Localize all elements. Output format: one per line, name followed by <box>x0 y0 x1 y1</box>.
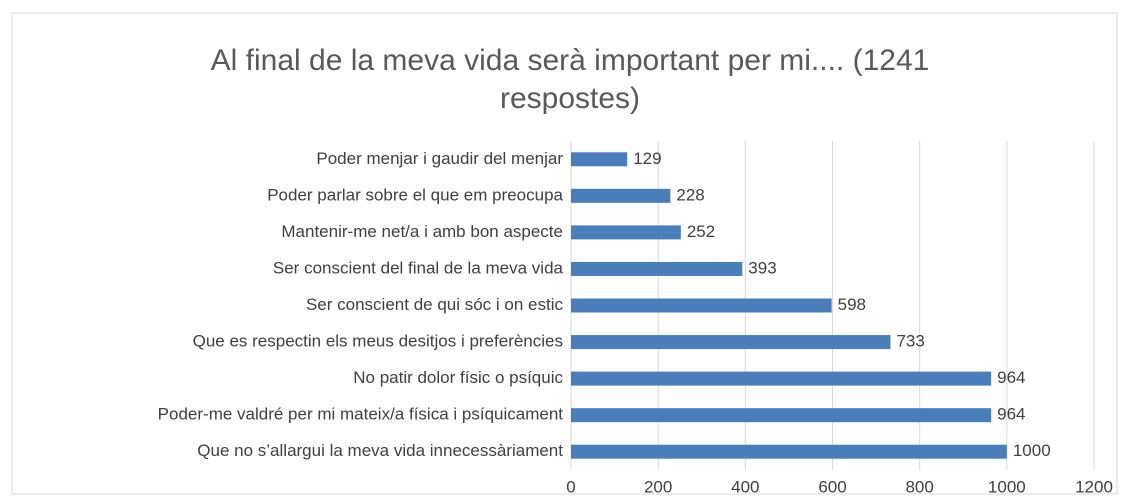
x-tick-label: 0 <box>566 477 575 496</box>
bar <box>571 371 992 386</box>
data-label: 964 <box>997 405 1025 424</box>
x-tick-label: 600 <box>818 477 846 496</box>
data-label: 252 <box>687 222 715 241</box>
y-tick-label: Ser conscient de qui sóc i on estic <box>306 295 564 314</box>
x-tick-label: 1200 <box>1075 477 1113 496</box>
bar <box>571 225 681 240</box>
data-label: 1000 <box>1013 441 1051 460</box>
x-tick-label: 800 <box>905 477 933 496</box>
bar <box>571 408 992 423</box>
data-label: 733 <box>896 332 924 351</box>
bar <box>571 335 891 350</box>
x-tick-label: 400 <box>731 477 759 496</box>
y-tick-label: Poder parlar sobre el que em preocupa <box>267 185 563 204</box>
data-label: 129 <box>633 149 661 168</box>
bar <box>571 188 671 203</box>
bar <box>571 298 832 313</box>
x-tick-label: 1000 <box>988 477 1026 496</box>
bar <box>571 261 743 276</box>
data-label: 393 <box>748 258 776 277</box>
y-tick-label: Mantenir-me net/a i amb bon aspecte <box>281 222 563 241</box>
data-label: 598 <box>838 295 866 314</box>
y-tick-label: No patir dolor físic o psíquic <box>353 368 563 387</box>
chart-title: Al final de la meva vida serà important … <box>210 44 930 115</box>
data-label: 964 <box>997 368 1025 387</box>
x-tick-label: 200 <box>644 477 672 496</box>
y-tick-label: Poder-me valdré per mi mateix/a física i… <box>158 405 564 424</box>
data-label: 228 <box>676 185 704 204</box>
bar <box>571 152 628 167</box>
bar <box>571 444 1007 459</box>
y-tick-label: Que es respectin els meus desitjos i pre… <box>193 332 563 351</box>
y-tick-label: Que no s’allargui la meva vida innecessà… <box>197 441 563 460</box>
y-tick-label: Ser conscient del final de la meva vida <box>273 258 564 277</box>
y-tick-label: Poder menjar i gaudir del menjar <box>316 149 563 168</box>
